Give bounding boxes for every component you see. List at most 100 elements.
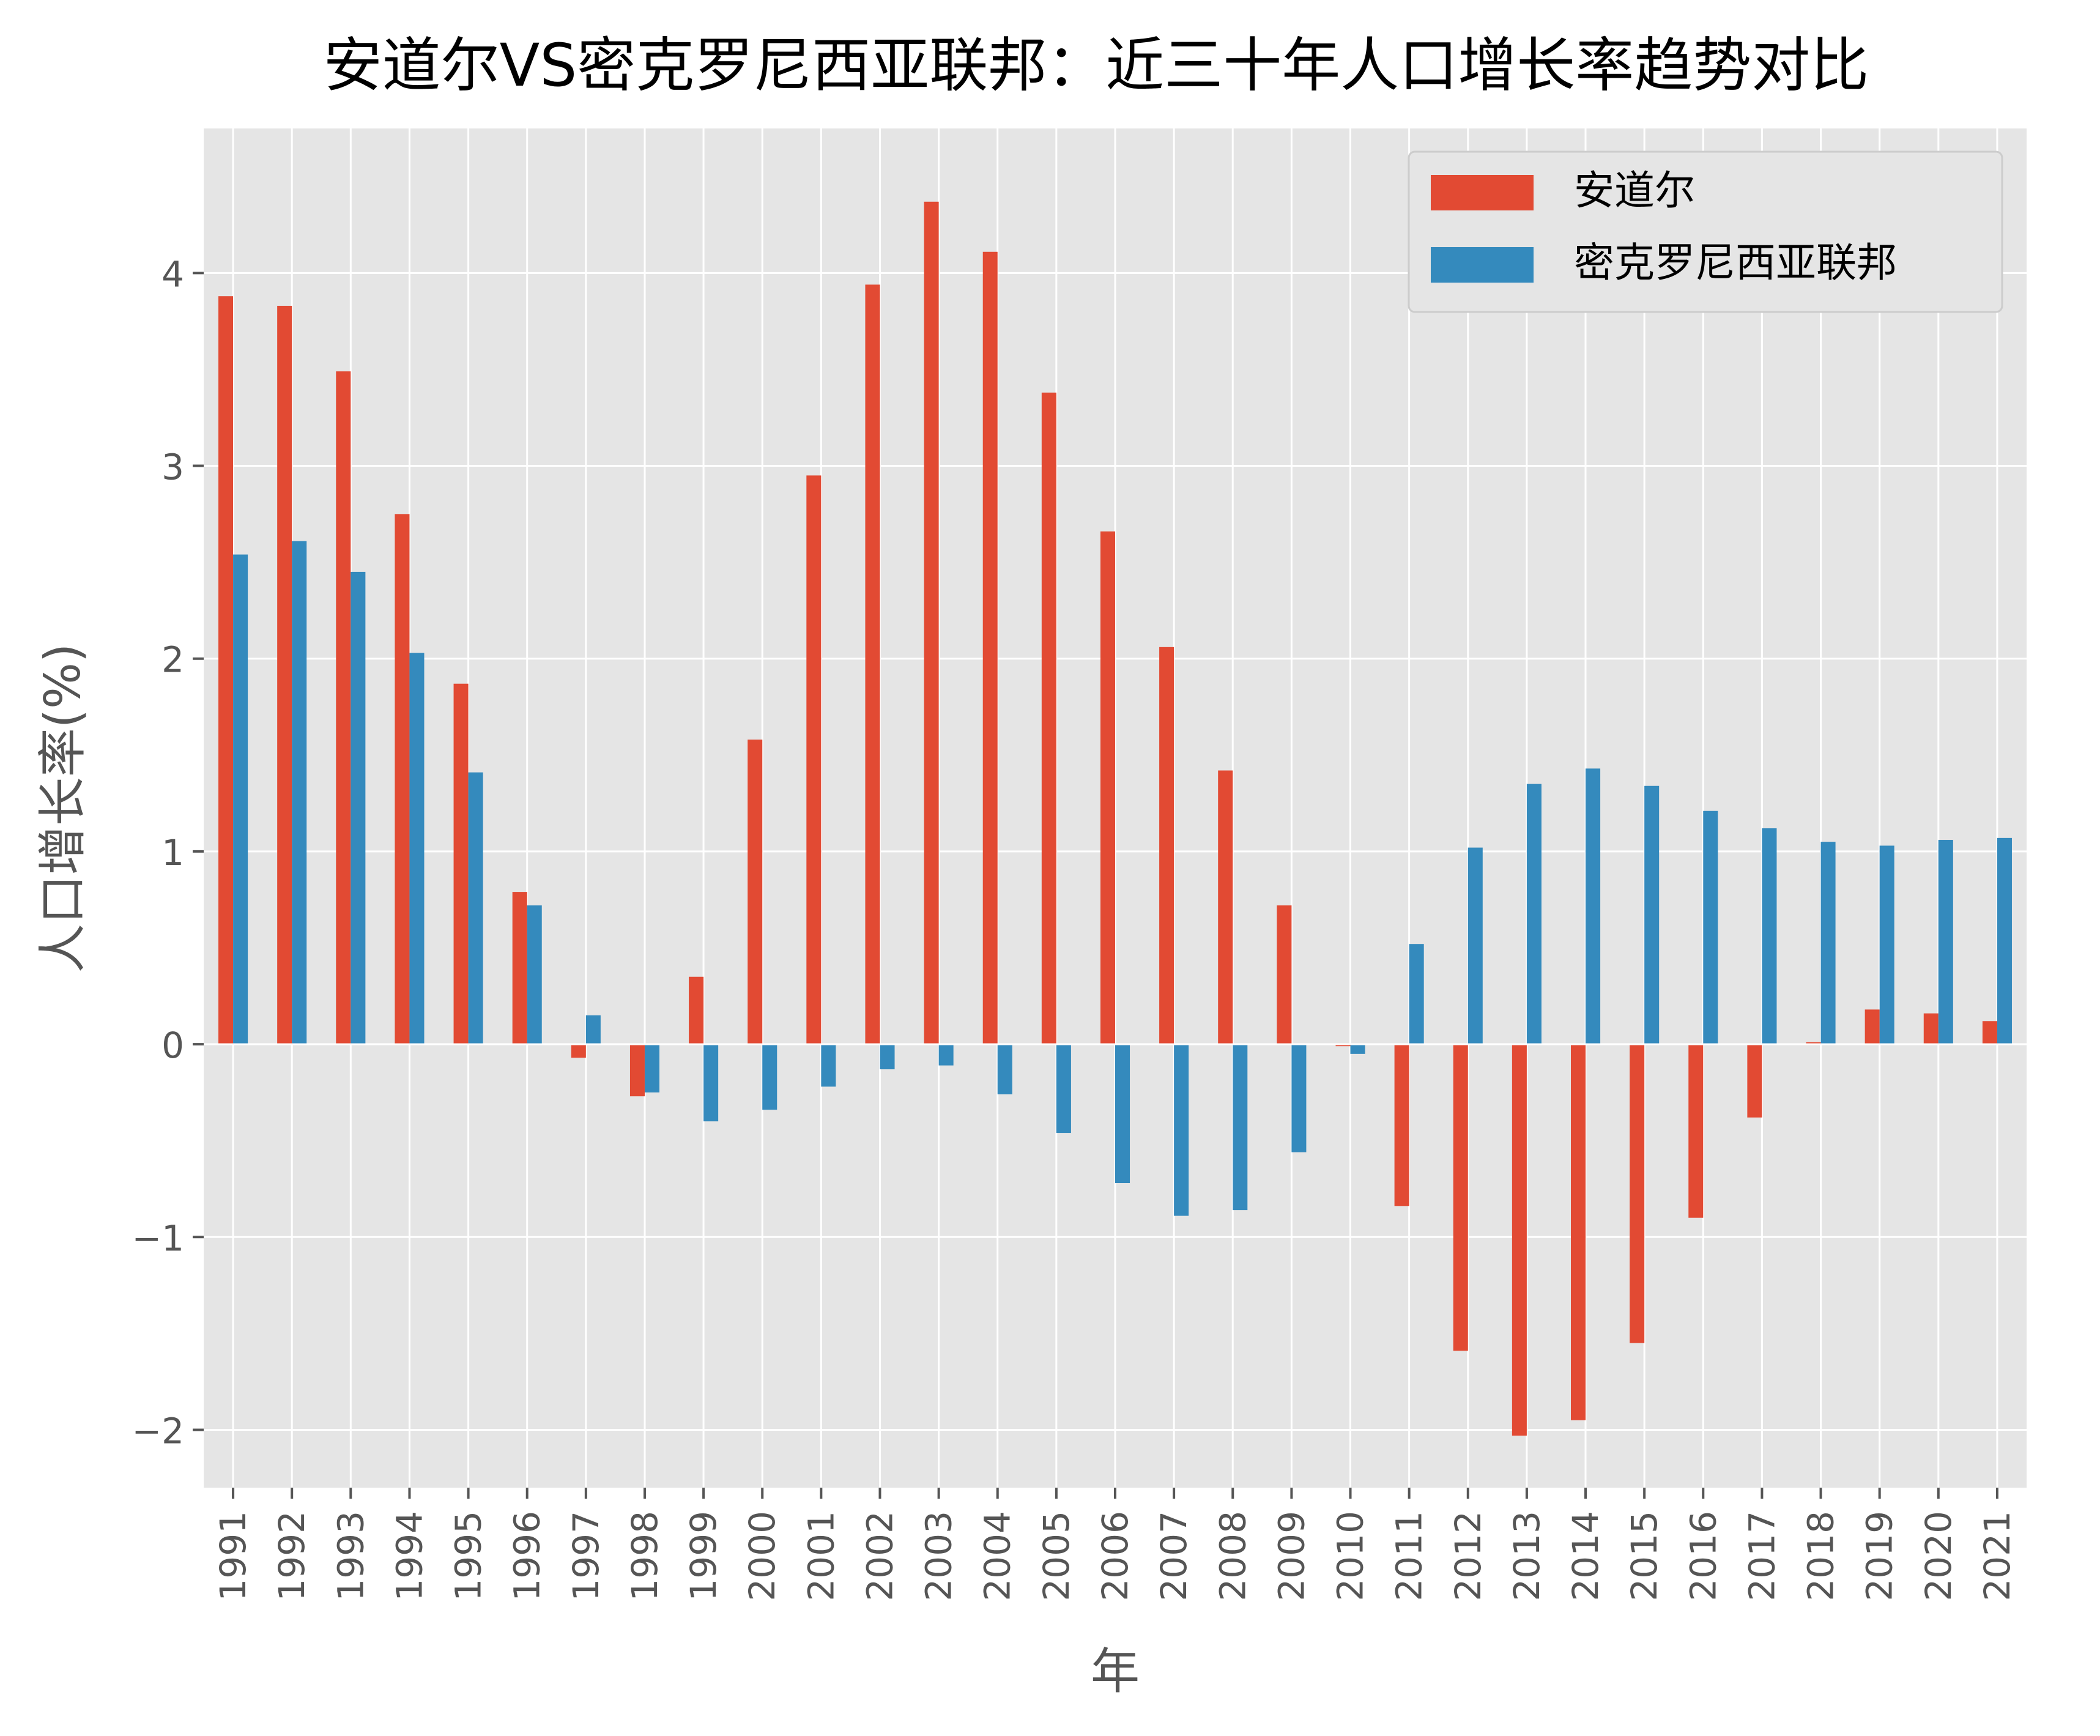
bar-andorra-2013 (1512, 1044, 1527, 1436)
x-tick-label: 2016 (1682, 1511, 1724, 1601)
x-tick-label: 2011 (1389, 1511, 1430, 1601)
y-tick-label: 0 (161, 1025, 184, 1066)
bar-micronesia-2014 (1586, 768, 1601, 1045)
bar-andorra-2015 (1630, 1044, 1645, 1343)
x-tick-label: 2001 (800, 1511, 842, 1601)
bar-andorra-2018 (1806, 1042, 1821, 1045)
bar-andorra-1993 (336, 371, 351, 1045)
bar-andorra-2004 (982, 251, 998, 1045)
bar-andorra-1996 (512, 892, 527, 1045)
bar-andorra-2003 (924, 201, 939, 1045)
bar-andorra-2005 (1041, 392, 1056, 1045)
bar-micronesia-2004 (997, 1044, 1012, 1095)
x-tick-label: 2015 (1623, 1511, 1665, 1601)
bar-andorra-2014 (1571, 1044, 1586, 1420)
x-tick-label: 2000 (741, 1511, 783, 1601)
bar-andorra-1994 (395, 514, 410, 1045)
bar-micronesia-1992 (292, 541, 307, 1045)
bar-micronesia-2021 (1997, 837, 2012, 1045)
x-tick-label: 2014 (1565, 1511, 1606, 1601)
bar-micronesia-1995 (468, 772, 483, 1045)
bar-andorra-2002 (865, 284, 880, 1045)
bar-andorra-2019 (1864, 1009, 1880, 1045)
bar-micronesia-2017 (1762, 828, 1777, 1045)
x-tick-label: 2006 (1094, 1511, 1136, 1601)
bar-micronesia-2015 (1644, 785, 1660, 1045)
bar-micronesia-2009 (1291, 1044, 1307, 1152)
x-axis: 1991 1992 1993 1994 1995 1996 1997 1998 1999 2000… (212, 1488, 2018, 1601)
bar-andorra-2000 (748, 740, 763, 1045)
bar-micronesia-2005 (1056, 1044, 1071, 1133)
x-tick-label: 1992 (271, 1511, 313, 1601)
bar-micronesia-2018 (1820, 842, 1836, 1045)
x-tick-label: 2004 (977, 1511, 1018, 1601)
x-tick-label: 2020 (1918, 1511, 1959, 1601)
bar-micronesia-2001 (821, 1044, 836, 1087)
bar-andorra-1991 (218, 296, 234, 1045)
x-tick-label: 2012 (1447, 1511, 1489, 1601)
y-tick-label: 1 (161, 832, 184, 874)
bar-micronesia-1991 (233, 554, 248, 1045)
bar-micronesia-2006 (1115, 1044, 1130, 1184)
bar-micronesia-2011 (1409, 944, 1424, 1045)
bar-andorra-2012 (1453, 1044, 1468, 1351)
y-tick-label: −2 (132, 1410, 185, 1452)
bar-andorra-1995 (453, 683, 469, 1045)
y-tick-label: 2 (161, 639, 184, 681)
bar-micronesia-1994 (409, 653, 425, 1045)
legend-swatch (1431, 175, 1534, 210)
bar-micronesia-1996 (527, 905, 542, 1045)
bar-andorra-1999 (689, 976, 704, 1045)
bar-andorra-2006 (1100, 531, 1115, 1045)
bar-micronesia-2000 (762, 1044, 777, 1110)
bar-andorra-2007 (1159, 647, 1174, 1045)
bar-andorra-2016 (1688, 1044, 1704, 1218)
bar-micronesia-2010 (1350, 1044, 1365, 1054)
x-tick-label: 1997 (565, 1511, 607, 1601)
bar-andorra-2020 (1923, 1013, 1939, 1045)
bar-andorra-1992 (277, 305, 292, 1045)
bar-andorra-2010 (1335, 1044, 1351, 1047)
legend-label: 安道尔 (1574, 167, 1695, 214)
x-tick-label: 2008 (1212, 1511, 1253, 1601)
bar-andorra-1998 (629, 1044, 645, 1097)
bar-micronesia-1998 (644, 1044, 659, 1092)
x-axis-label: 年 (1091, 1643, 1140, 1700)
bar-micronesia-2007 (1174, 1044, 1189, 1216)
bar-micronesia-2008 (1233, 1044, 1248, 1211)
y-axis-label: 人口增长率(%) (34, 644, 91, 973)
bar-micronesia-1997 (585, 1015, 601, 1045)
x-tick-label: 2009 (1271, 1511, 1312, 1601)
bar-andorra-2011 (1394, 1044, 1409, 1206)
x-tick-label: 1998 (624, 1511, 666, 1601)
bar-andorra-2009 (1277, 905, 1292, 1045)
x-tick-label: 1991 (212, 1511, 254, 1601)
y-tick-label: 4 (161, 253, 184, 295)
bar-andorra-2001 (806, 475, 822, 1045)
bar-andorra-1997 (571, 1044, 586, 1058)
bar-micronesia-2012 (1467, 847, 1483, 1045)
x-tick-label: 2010 (1330, 1511, 1371, 1601)
x-tick-label: 2019 (1859, 1511, 1901, 1601)
x-tick-label: 2007 (1153, 1511, 1195, 1601)
x-tick-label: 2017 (1741, 1511, 1783, 1601)
y-tick-label: −1 (132, 1217, 185, 1259)
x-tick-label: 1994 (388, 1511, 430, 1601)
x-tick-label: 1996 (506, 1511, 548, 1601)
legend-label: 密克罗尼西亚联邦 (1574, 239, 1897, 286)
x-tick-label: 1995 (448, 1511, 489, 1601)
legend-swatch (1431, 247, 1534, 283)
x-tick-label: 2021 (1976, 1511, 2018, 1601)
x-tick-label: 2005 (1036, 1511, 1077, 1601)
bar-micronesia-2020 (1938, 840, 1953, 1045)
bar-andorra-2008 (1218, 770, 1233, 1045)
bar-andorra-2021 (1982, 1021, 1997, 1045)
bar-micronesia-2013 (1526, 784, 1542, 1045)
y-axis: −2 −1 0 1 2 3 4 (132, 253, 204, 1452)
chart-title: 安道尔VS密克罗尼西亚联邦：近三十年人口增长率趋势对比 (324, 31, 1869, 100)
bar-micronesia-1993 (351, 571, 366, 1045)
bar-micronesia-2003 (938, 1044, 954, 1066)
